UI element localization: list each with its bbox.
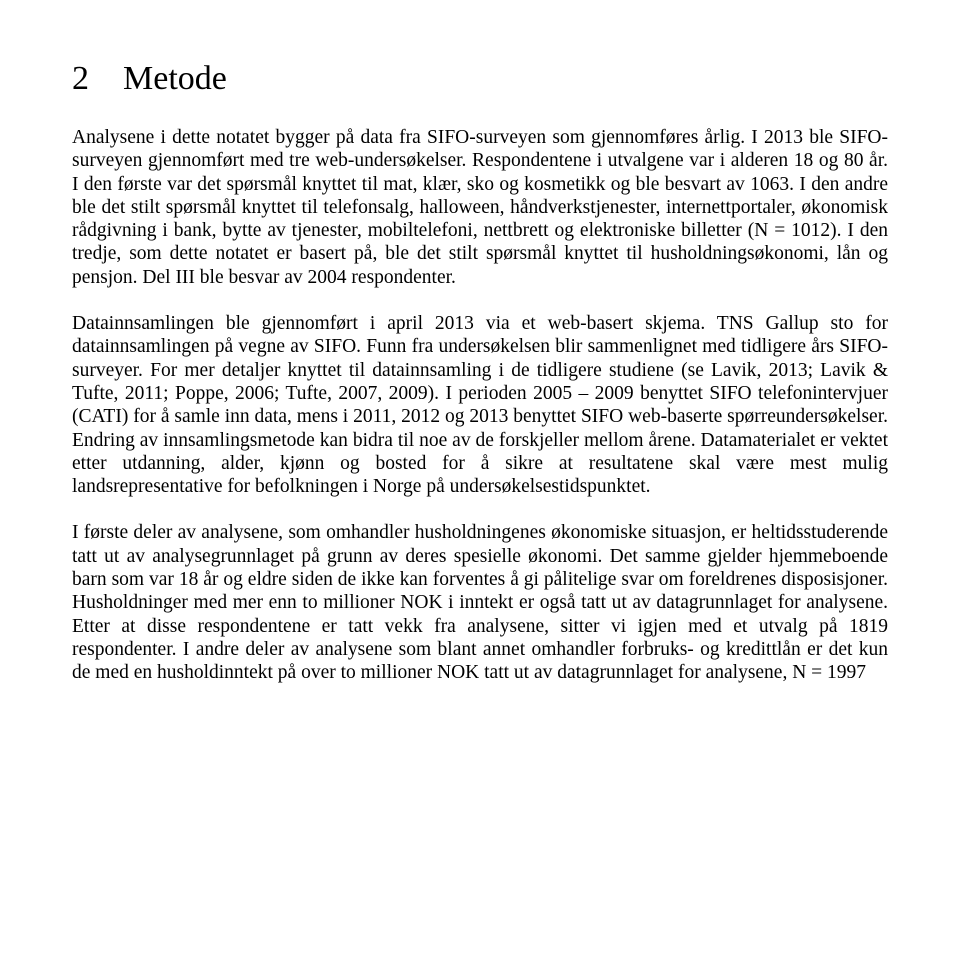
body-paragraph: I første deler av analysene, som omhandl… — [72, 521, 888, 684]
heading-number: 2 — [72, 60, 89, 98]
body-paragraph: Datainnsamlingen ble gjennomført i april… — [72, 312, 888, 498]
body-paragraph: Analysene i dette notatet bygger på data… — [72, 126, 888, 289]
heading-title: Metode — [123, 60, 227, 98]
section-heading: 2 Metode — [72, 60, 888, 98]
